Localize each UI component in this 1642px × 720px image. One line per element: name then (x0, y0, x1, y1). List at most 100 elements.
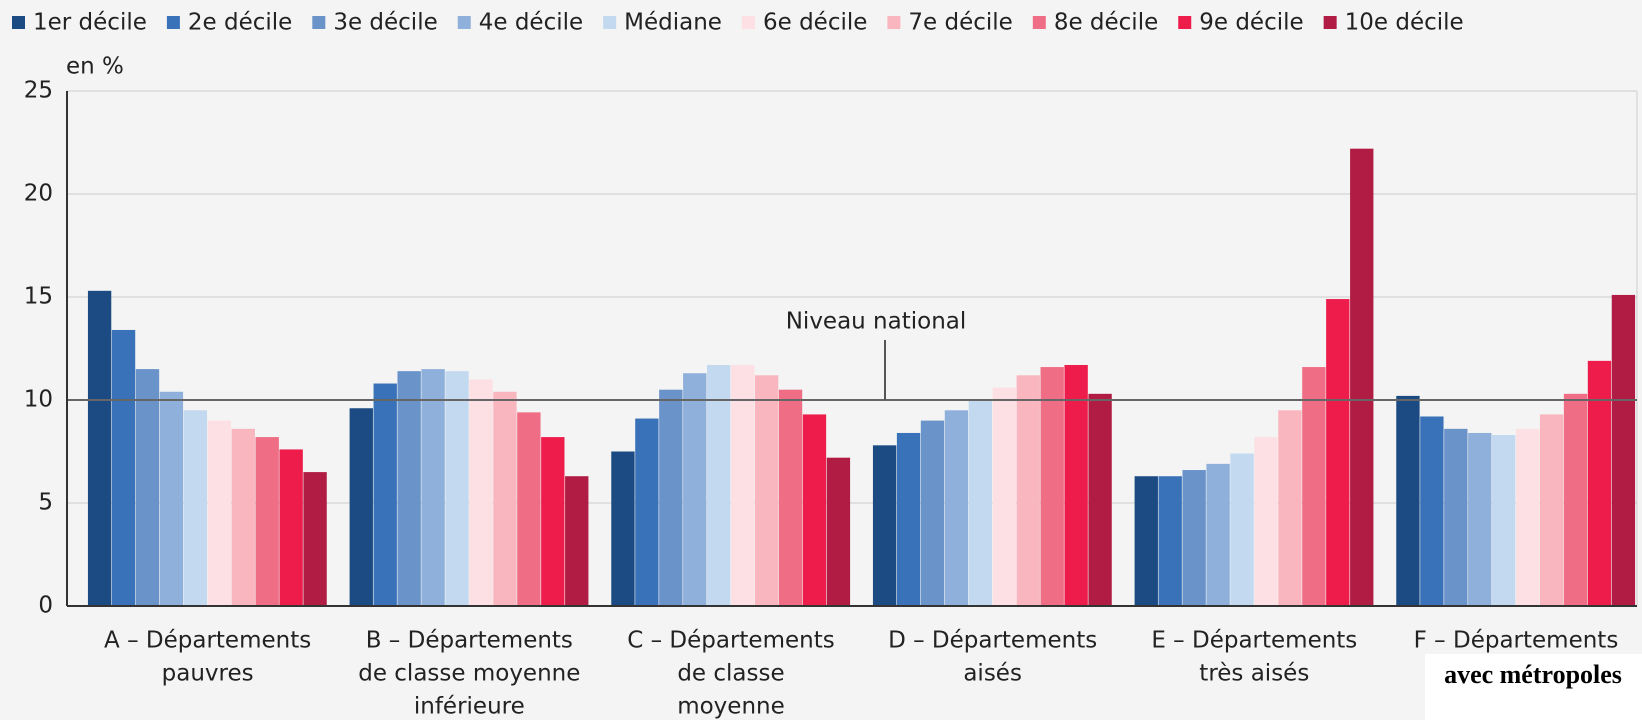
bar (1230, 453, 1254, 606)
bar (707, 364, 731, 606)
bar (659, 389, 683, 606)
bar (303, 472, 327, 606)
x-tick-label: E – Départements (1151, 628, 1357, 654)
legend-label: 2e décile (188, 10, 292, 36)
bar (1350, 148, 1374, 606)
x-tick-label: inférieure (414, 694, 525, 720)
bar (493, 391, 517, 606)
bar (1302, 367, 1326, 606)
bar (896, 432, 921, 606)
legend-swatch (887, 16, 901, 29)
legend-label: 7e décile (908, 10, 1012, 36)
bar (1515, 428, 1540, 606)
bar (279, 449, 303, 606)
legend-swatch (1323, 16, 1337, 29)
x-tick-label: aisés (963, 661, 1022, 687)
bar (1492, 435, 1516, 606)
legend-swatch (603, 16, 617, 29)
legend-label: 9e décile (1199, 10, 1303, 36)
bar (111, 329, 136, 606)
legend-swatch (741, 16, 755, 29)
legend-label: 6e décile (763, 10, 867, 36)
bar (541, 437, 565, 606)
x-tick-label: de classe (677, 661, 784, 687)
bar (373, 383, 397, 606)
x-tick-label: D – Départements (888, 628, 1097, 654)
legend-label: 10e décile (1345, 10, 1464, 36)
legend-swatch (1178, 16, 1192, 29)
bar (1420, 416, 1444, 606)
bar (826, 457, 851, 606)
legend-label: 4e décile (479, 10, 583, 36)
legend-label: 8e décile (1054, 10, 1158, 36)
bar (349, 408, 373, 606)
bar (1326, 299, 1350, 606)
x-tick-label: très aisés (1199, 661, 1309, 687)
bar (159, 391, 184, 606)
x-tick-label: moyenne (677, 694, 785, 720)
y-tick-label: 15 (24, 284, 53, 310)
bar (445, 371, 469, 606)
bar (397, 371, 421, 606)
legend-swatch (12, 16, 25, 29)
legend-swatch (457, 16, 471, 29)
bar (872, 445, 897, 606)
bar (1468, 432, 1492, 606)
bar (730, 364, 755, 606)
x-tick-label: F – Départements (1414, 628, 1619, 654)
reference-label: Niveau national (786, 309, 967, 335)
bar (135, 369, 160, 606)
label-overlay (1425, 654, 1642, 720)
bar (207, 420, 231, 606)
y-tick-label: 0 (38, 593, 53, 619)
bar (1563, 393, 1588, 606)
bar (1040, 367, 1064, 606)
bar (944, 410, 969, 606)
bar (183, 410, 208, 606)
legend-label: 3e décile (333, 10, 437, 36)
bar (992, 387, 1016, 606)
bar (778, 389, 803, 606)
y-tick-label: 10 (24, 387, 53, 413)
x-tick-label: C – Départements (627, 628, 835, 654)
bar (611, 451, 635, 606)
bar (802, 414, 827, 606)
x-tick-label: avec métropoles (1444, 660, 1622, 689)
bar (87, 290, 112, 606)
x-tick-label: de classe moyenne (358, 661, 580, 687)
bar (1158, 476, 1182, 606)
bar (1278, 410, 1302, 606)
legend-swatch (1032, 16, 1046, 29)
bar (683, 373, 707, 606)
y-axis-label: en % (66, 54, 124, 80)
legend-label: 1er décile (33, 10, 147, 36)
bar (1396, 395, 1420, 606)
x-tick-label: A – Départements (104, 628, 311, 654)
bar (1254, 437, 1278, 606)
bar (1444, 428, 1468, 606)
bar (754, 375, 779, 606)
bar (1206, 463, 1230, 606)
bar (1182, 470, 1206, 606)
bar (1088, 393, 1112, 606)
bar (421, 369, 445, 606)
legend-swatch (166, 16, 180, 29)
bar (565, 476, 589, 606)
legend-swatch (312, 16, 326, 29)
bar (231, 428, 255, 606)
bar (920, 420, 945, 606)
bar (1134, 476, 1158, 606)
legend-label: Médiane (624, 10, 722, 36)
bar (1611, 294, 1636, 606)
x-tick-label: pauvres (162, 661, 254, 687)
bar (635, 418, 659, 606)
bar (469, 379, 493, 606)
x-tick-label: B – Départements (366, 628, 573, 654)
y-tick-label: 20 (24, 181, 53, 207)
bar (968, 400, 993, 606)
bar (255, 437, 279, 606)
bar (1016, 375, 1040, 606)
bar (1539, 414, 1564, 606)
